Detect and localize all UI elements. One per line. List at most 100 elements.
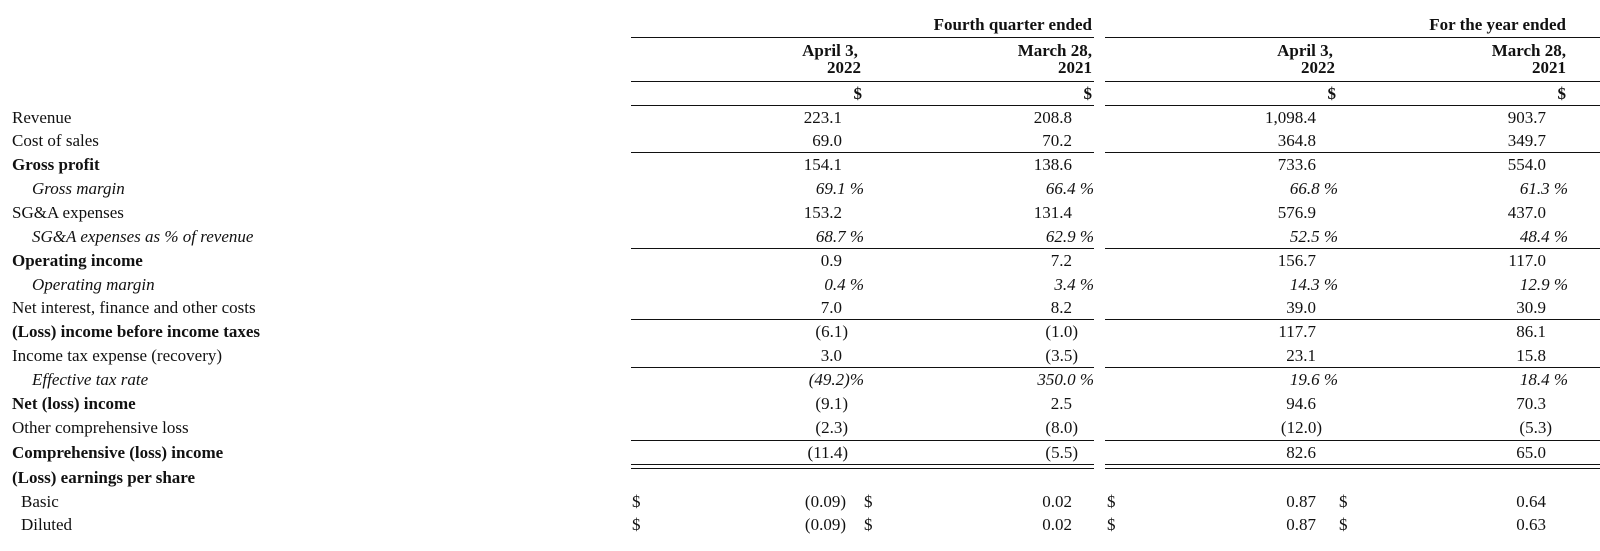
rule	[1105, 440, 1600, 441]
row-label: Income tax expense (recovery)	[12, 346, 223, 365]
header-rule-quarter	[631, 37, 1094, 38]
col2-header-line2: 2021	[1058, 58, 1092, 77]
double-rule	[631, 464, 1094, 469]
row-label: Net (loss) income	[12, 394, 136, 413]
value-cell: (9.1)	[815, 394, 848, 413]
col4-header-line2: 2021	[1532, 58, 1566, 77]
value-cell: 12.9 %	[1519, 275, 1568, 294]
currency-col4: $	[1557, 84, 1567, 103]
value-cell: 733.6	[1277, 155, 1316, 174]
colhead-rule-q	[631, 81, 1094, 82]
value-cell: 65.0	[1516, 443, 1546, 462]
dollar-sign: $	[1339, 492, 1348, 511]
value-cell: 154.1	[803, 155, 842, 174]
dollar-sign: $	[632, 515, 641, 534]
col2-header-line1: March 28,	[1017, 41, 1092, 60]
value-cell: (5.5)	[1045, 443, 1078, 462]
dollar-sign: $	[864, 515, 873, 534]
header-for-the-year-ended: For the year ended	[1429, 15, 1566, 34]
value-cell: 82.6	[1286, 443, 1316, 462]
row-label: Diluted	[21, 515, 72, 534]
value-cell: 554.0	[1507, 155, 1546, 174]
value-cell: 18.4 %	[1519, 370, 1568, 389]
value-cell: 52.5 %	[1289, 227, 1338, 246]
value-cell: 19.6 %	[1289, 370, 1338, 389]
value-cell: 0.9	[820, 251, 842, 270]
currency-col2: $	[1083, 84, 1093, 103]
col1-header-line2: 2022	[827, 58, 861, 77]
value-cell: (3.5)	[1045, 346, 1078, 365]
double-rule	[1105, 464, 1600, 469]
value-cell: (11.4)	[807, 443, 848, 462]
value-cell: (0.09)	[804, 515, 846, 534]
value-cell: 7.0	[820, 298, 842, 317]
rule	[631, 248, 1094, 249]
value-cell: 131.4	[1033, 203, 1072, 222]
row-label: Other comprehensive loss	[12, 418, 189, 437]
currency-col1: $	[853, 84, 863, 103]
value-cell: 576.9	[1277, 203, 1316, 222]
value-cell: 349.7	[1507, 131, 1546, 150]
value-cell: 0.02	[1042, 492, 1072, 511]
row-label: Effective tax rate	[32, 370, 149, 389]
value-cell: 223.1	[803, 108, 842, 127]
row-label: Comprehensive (loss) income	[12, 443, 224, 462]
dollar-sign: $	[1339, 515, 1348, 534]
value-cell: 68.7 %	[815, 227, 864, 246]
rule	[631, 367, 1094, 368]
value-cell: 117.0	[1508, 251, 1546, 270]
rule	[631, 319, 1094, 320]
rule	[1105, 152, 1600, 153]
value-cell: 138.6	[1033, 155, 1072, 174]
value-cell: 117.7	[1278, 322, 1316, 341]
row-label: SG&A expenses as % of revenue	[32, 227, 254, 246]
value-cell: 30.9	[1516, 298, 1546, 317]
value-cell: 437.0	[1507, 203, 1546, 222]
currency-rule-q	[631, 105, 1094, 106]
col4-header-line1: March 28,	[1491, 41, 1566, 60]
value-cell: 8.2	[1050, 298, 1072, 317]
value-cell: 1,098.4	[1265, 108, 1316, 127]
value-cell: 14.3 %	[1289, 275, 1338, 294]
currency-rule-y	[1105, 105, 1600, 106]
col3-header-line2: 2022	[1301, 58, 1335, 77]
value-cell: 23.1	[1286, 346, 1316, 365]
header-rule-year	[1105, 37, 1600, 38]
value-cell: 153.2	[803, 203, 842, 222]
dollar-sign: $	[864, 492, 873, 511]
value-cell: 364.8	[1277, 131, 1316, 150]
value-cell: (49.2)%	[808, 370, 864, 389]
value-cell: (12.0)	[1280, 418, 1322, 437]
value-cell: 3.0	[820, 346, 842, 365]
header-fourth-quarter-ended: Fourth quarter ended	[933, 15, 1092, 34]
value-cell: (1.0)	[1045, 322, 1078, 341]
rule	[1105, 319, 1600, 320]
value-cell: (8.0)	[1045, 418, 1078, 437]
rule	[1105, 367, 1600, 368]
row-label: (Loss) earnings per share	[12, 468, 196, 487]
value-cell: 69.0	[812, 131, 842, 150]
value-cell: (5.3)	[1519, 418, 1552, 437]
value-cell: 350.0 %	[1037, 370, 1094, 389]
value-cell: 94.6	[1286, 394, 1316, 413]
dollar-sign: $	[1107, 515, 1116, 534]
col3-header-line1: April 3,	[1277, 41, 1333, 60]
value-cell: 39.0	[1286, 298, 1316, 317]
value-cell: 48.4 %	[1519, 227, 1568, 246]
value-cell: 0.4 %	[824, 275, 864, 294]
value-cell: 903.7	[1507, 108, 1546, 127]
dollar-sign: $	[1107, 492, 1116, 511]
value-cell: 208.8	[1033, 108, 1072, 127]
rule	[631, 152, 1094, 153]
rule	[631, 440, 1094, 441]
row-label: Operating margin	[32, 275, 155, 294]
value-cell: 70.2	[1042, 131, 1072, 150]
value-cell: 2.5	[1050, 394, 1072, 413]
value-cell: (2.3)	[815, 418, 848, 437]
row-label: Operating income	[12, 251, 143, 270]
row-label: Gross profit	[12, 155, 100, 174]
value-cell: 0.63	[1516, 515, 1546, 534]
dollar-sign: $	[632, 492, 641, 511]
value-cell: 0.87	[1286, 515, 1316, 534]
value-cell: 70.3	[1516, 394, 1546, 413]
